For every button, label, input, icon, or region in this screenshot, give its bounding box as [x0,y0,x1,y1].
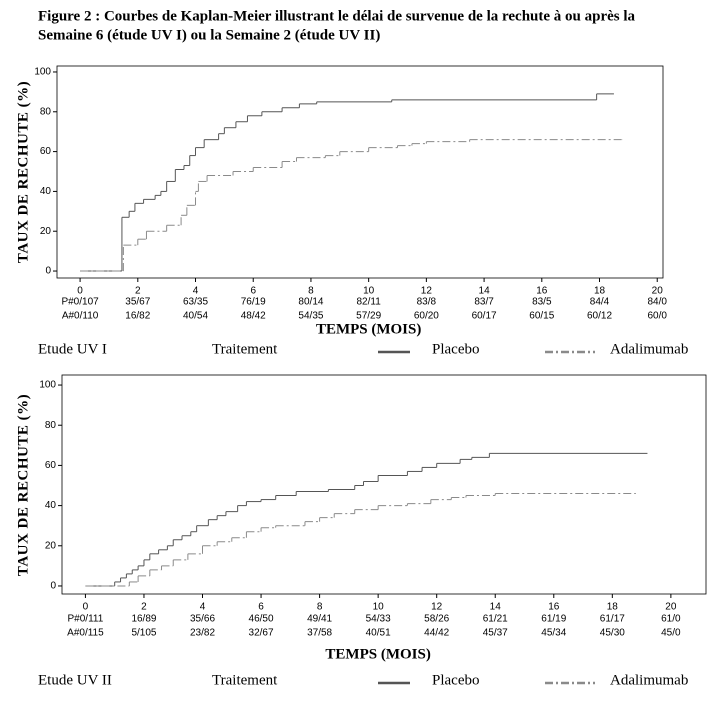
at-risk-value: 49/41 [307,614,332,625]
y-tick-label: 80 [40,106,52,117]
at-risk-value: 63/35 [183,297,208,308]
y-tick-label: 0 [50,581,56,592]
at-risk-value: 61/19 [541,614,566,625]
y-axis-label: TAUX DE RECHUTE (%) [15,81,31,263]
x-tick-label: 14 [490,602,502,613]
at-risk-value: 35/66 [190,614,215,625]
at-risk-value: 60/15 [529,311,554,322]
x-axis-label: TEMPS (MOIS) [325,646,430,662]
x-tick-label: 18 [607,602,619,613]
x-tick-label: 6 [258,602,264,613]
at-risk-value: 45/30 [600,628,625,639]
at-risk-value: 61/21 [483,614,508,625]
y-tick-label: 80 [45,420,57,431]
figure-title-line: Figure 2 : Courbes de Kaplan-Meier illus… [38,8,636,24]
at-risk-value: 82/11 [357,297,382,308]
x-tick-label: 14 [479,286,491,297]
x-tick-label: 2 [141,602,147,613]
study-label: Etude UV I [38,341,107,357]
at-risk-value: 54/33 [366,614,391,625]
at-risk-value: 44/42 [424,628,449,639]
x-tick-label: 10 [363,286,375,297]
at-risk-label: P#0/107 [61,297,99,308]
legend-title: Traitement [212,341,278,357]
y-tick-label: 100 [39,380,56,391]
at-risk-label: A#0/110 [62,311,99,322]
at-risk-value: 54/35 [298,311,323,322]
y-axis-label: TAUX DE RECHUTE (%) [15,394,31,576]
at-risk-value: 83/5 [532,297,552,308]
at-risk-value: 5/105 [131,628,156,639]
at-risk-value: 46/50 [249,614,274,625]
y-tick-label: 60 [45,460,57,471]
at-risk-label: A#0/115 [67,628,104,639]
x-tick-label: 12 [431,602,443,613]
legend-label: Adalimumab [610,672,688,688]
x-tick-label: 18 [594,286,606,297]
plot-frame [56,65,664,279]
x-tick-label: 8 [308,286,314,297]
at-risk-value: 16/89 [131,614,156,625]
at-risk-value: 61/17 [600,614,625,625]
at-risk-value: 37/58 [307,628,332,639]
x-tick-label: 16 [548,602,560,613]
legend-title: Traitement [212,672,278,688]
legend-label: Placebo [432,672,479,688]
at-risk-value: 48/42 [241,311,266,322]
x-tick-label: 20 [652,286,664,297]
at-risk-value: 45/37 [483,628,508,639]
x-tick-label: 4 [193,286,199,297]
at-risk-value: 40/51 [366,628,391,639]
x-tick-label: 2 [135,286,141,297]
y-tick-label: 60 [40,146,52,157]
legend-label: Adalimumab [610,341,688,357]
x-tick-label: 0 [77,286,83,297]
y-tick-label: 0 [45,266,51,277]
x-axis-label: TEMPS (MOIS) [316,321,421,337]
at-risk-value: 61/0 [661,614,681,625]
x-tick-label: 8 [317,602,323,613]
at-risk-value: 60/0 [647,311,667,322]
at-risk-label: P#0/111 [68,614,104,625]
x-tick-label: 6 [250,286,256,297]
x-tick-label: 16 [536,286,548,297]
at-risk-value: 60/20 [414,311,439,322]
at-risk-value: 16/82 [125,311,150,322]
at-risk-value: 83/7 [474,297,494,308]
x-tick-label: 0 [83,602,89,613]
y-tick-label: 40 [40,186,52,197]
at-risk-value: 45/0 [661,628,681,639]
y-tick-label: 40 [45,500,57,511]
study-label: Etude UV II [38,672,112,688]
at-risk-value: 23/82 [190,628,215,639]
at-risk-value: 60/17 [472,311,497,322]
at-risk-value: 58/26 [424,614,449,625]
figure-title-line: Semaine 6 (étude UV I) ou la Semaine 2 (… [38,27,380,43]
at-risk-value: 45/34 [541,628,566,639]
y-tick-label: 100 [34,67,51,78]
at-risk-value: 35/67 [125,297,150,308]
at-risk-value: 76/19 [241,297,266,308]
at-risk-value: 32/67 [249,628,274,639]
y-tick-label: 20 [40,226,52,237]
plot-frame [61,374,707,595]
at-risk-value: 84/0 [647,297,667,308]
at-risk-value: 83/8 [417,297,437,308]
x-tick-label: 20 [665,602,677,613]
x-tick-label: 4 [200,602,206,613]
legend-label: Placebo [432,341,479,357]
x-tick-label: 10 [373,602,385,613]
y-tick-label: 20 [45,540,57,551]
at-risk-value: 80/14 [298,297,323,308]
at-risk-value: 40/54 [183,311,208,322]
at-risk-value: 60/12 [587,311,612,322]
x-tick-label: 12 [421,286,433,297]
at-risk-value: 84/4 [590,297,610,308]
at-risk-value: 57/29 [356,311,381,322]
